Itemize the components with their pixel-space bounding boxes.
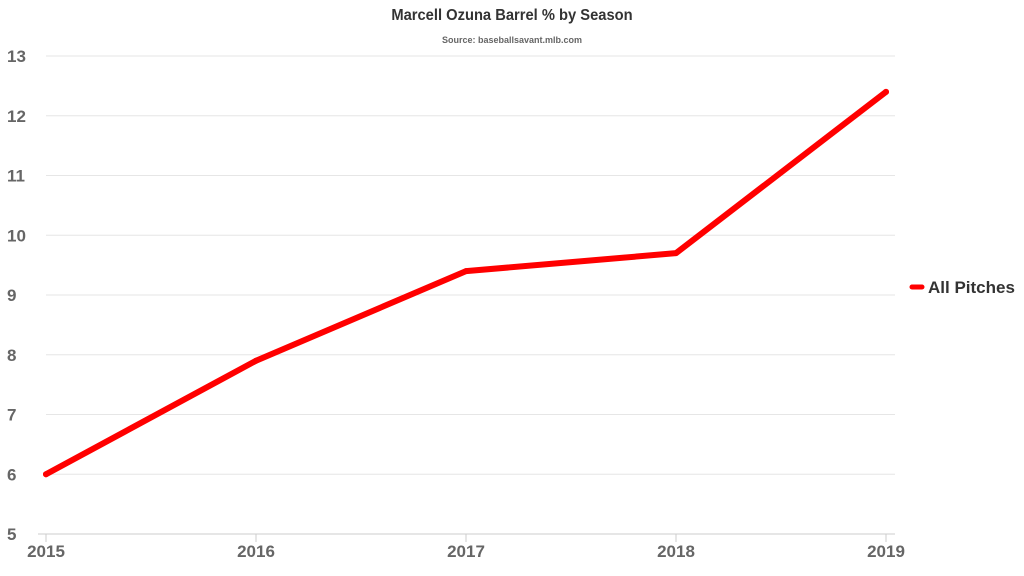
y-tick-label: 9	[7, 286, 16, 305]
y-tick-label: 13	[7, 47, 26, 66]
y-tick-label: 8	[7, 346, 16, 365]
x-tick-label: 2017	[447, 542, 485, 561]
chart-title: Marcell Ozuna Barrel % by Season	[391, 7, 633, 24]
data-point	[883, 88, 889, 95]
y-tick-label: 10	[7, 226, 26, 245]
axes: 5 6 7 8 9 10 11 12 13 2015 2016 2017 2018 2019	[7, 47, 905, 561]
x-tick-label: 2016	[237, 542, 275, 561]
y-tick-label: 7	[7, 406, 16, 425]
y-tick-label: 6	[7, 465, 16, 484]
data-point	[43, 471, 49, 478]
data-point	[253, 357, 259, 364]
data-point	[463, 268, 469, 275]
x-tick-label: 2018	[657, 542, 695, 561]
y-tick-label: 12	[7, 107, 26, 126]
legend-label: All Pitches	[928, 278, 1015, 297]
legend: All Pitches	[909, 278, 1015, 297]
x-tick-label: 2015	[27, 542, 65, 561]
y-tick-label: 5	[7, 525, 16, 544]
series-lines	[43, 88, 889, 478]
series-line	[43, 88, 889, 478]
gridlines	[46, 55, 895, 475]
data-point	[673, 250, 679, 257]
chart-subtitle: Source: baseballsavant.mlb.com	[441, 35, 583, 45]
y-tick-label: 11	[7, 167, 25, 186]
x-tick-label: 2019	[867, 542, 905, 561]
